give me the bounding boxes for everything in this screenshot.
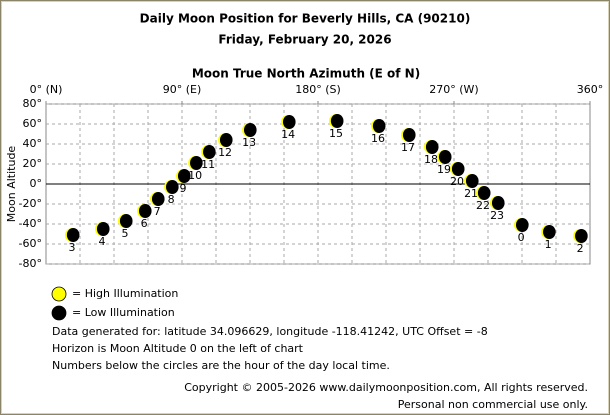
legend-label: = High Illumination: [72, 287, 178, 300]
legend-label: = Low Illumination: [72, 306, 175, 319]
y-tick-label: 20°: [23, 157, 43, 170]
point-label: 13: [242, 136, 256, 149]
copyright: Copyright © 2005-2026 www.dailymoonposit…: [184, 381, 588, 394]
x-tick-label: 360°: [577, 83, 604, 96]
y-tick-label: 0°: [30, 177, 43, 190]
moon: [543, 225, 556, 239]
x-tick-label: 270° (W): [429, 83, 478, 96]
point-label: 15: [329, 127, 343, 140]
y-tick-label: -20°: [19, 197, 42, 210]
y-tick-label: 80°: [23, 97, 43, 110]
moon: [491, 196, 505, 210]
copyright: Personal non commercial use only.: [398, 398, 588, 411]
point-label: 7: [154, 205, 161, 218]
moon: [219, 133, 233, 147]
legend-swatch: [51, 286, 67, 302]
y-tick-label: -40°: [19, 217, 42, 230]
y-tick-label: -60°: [19, 237, 42, 250]
moon: [119, 214, 133, 228]
note: Horizon is Moon Altitude 0 on the left o…: [52, 342, 304, 355]
point-label: 8: [168, 193, 175, 206]
point-label: 1: [545, 238, 552, 251]
point-label: 10: [188, 169, 202, 182]
point-label: 18: [424, 153, 438, 166]
moon: [515, 218, 529, 232]
moon: [465, 174, 479, 188]
y-axis-title: Moon Altitude: [5, 146, 18, 223]
moon: [151, 192, 165, 206]
point-label: 22: [476, 199, 490, 212]
moon: [451, 162, 465, 176]
moon: [438, 150, 452, 164]
moon: [66, 228, 80, 242]
y-tick-label: 60°: [23, 117, 43, 130]
point-label: 20: [450, 175, 464, 188]
chart-subtitle: Friday, February 20, 2026: [218, 33, 391, 47]
point-label: 9: [180, 182, 187, 195]
point-label: 4: [99, 235, 106, 248]
point-label: 12: [218, 146, 232, 159]
point-label: 5: [122, 227, 129, 240]
point-label: 2: [577, 242, 584, 255]
moon: [575, 229, 588, 243]
note: Data generated for: latitude 34.096629, …: [52, 325, 488, 338]
y-tick-label: -80°: [19, 257, 42, 270]
moon: [190, 156, 203, 170]
point-label: 16: [371, 132, 385, 145]
point-label: 19: [437, 163, 451, 176]
moon: [177, 169, 191, 183]
y-tick-label: 40°: [23, 137, 43, 150]
point-label: 3: [68, 241, 75, 254]
point-label: 0: [518, 231, 525, 244]
moon: [372, 119, 386, 133]
moon: [402, 128, 416, 142]
moon: [282, 115, 296, 129]
x-tick-label: 180° (S): [295, 83, 341, 96]
moon: [203, 145, 216, 159]
moon: [166, 180, 179, 194]
moon: [243, 123, 257, 137]
point-label: 21: [464, 187, 478, 200]
moon: [138, 204, 152, 218]
point-label: 14: [281, 128, 295, 141]
legend-swatch: [51, 305, 67, 321]
point-label: 11: [201, 158, 215, 171]
moon: [477, 186, 491, 200]
moon: [96, 222, 110, 236]
chart-title: Daily Moon Position for Beverly Hills, C…: [140, 12, 471, 26]
note: Numbers below the circles are the hour o…: [52, 359, 390, 372]
x-tick-label: 0° (N): [30, 83, 63, 96]
point-label: 17: [401, 141, 415, 154]
point-label: 23: [490, 209, 504, 222]
moon: [425, 140, 439, 154]
point-label: 6: [141, 217, 148, 230]
moon: [330, 114, 344, 128]
x-axis-title: Moon True North Azimuth (E of N): [192, 67, 420, 81]
x-tick-label: 90° (E): [163, 83, 202, 96]
